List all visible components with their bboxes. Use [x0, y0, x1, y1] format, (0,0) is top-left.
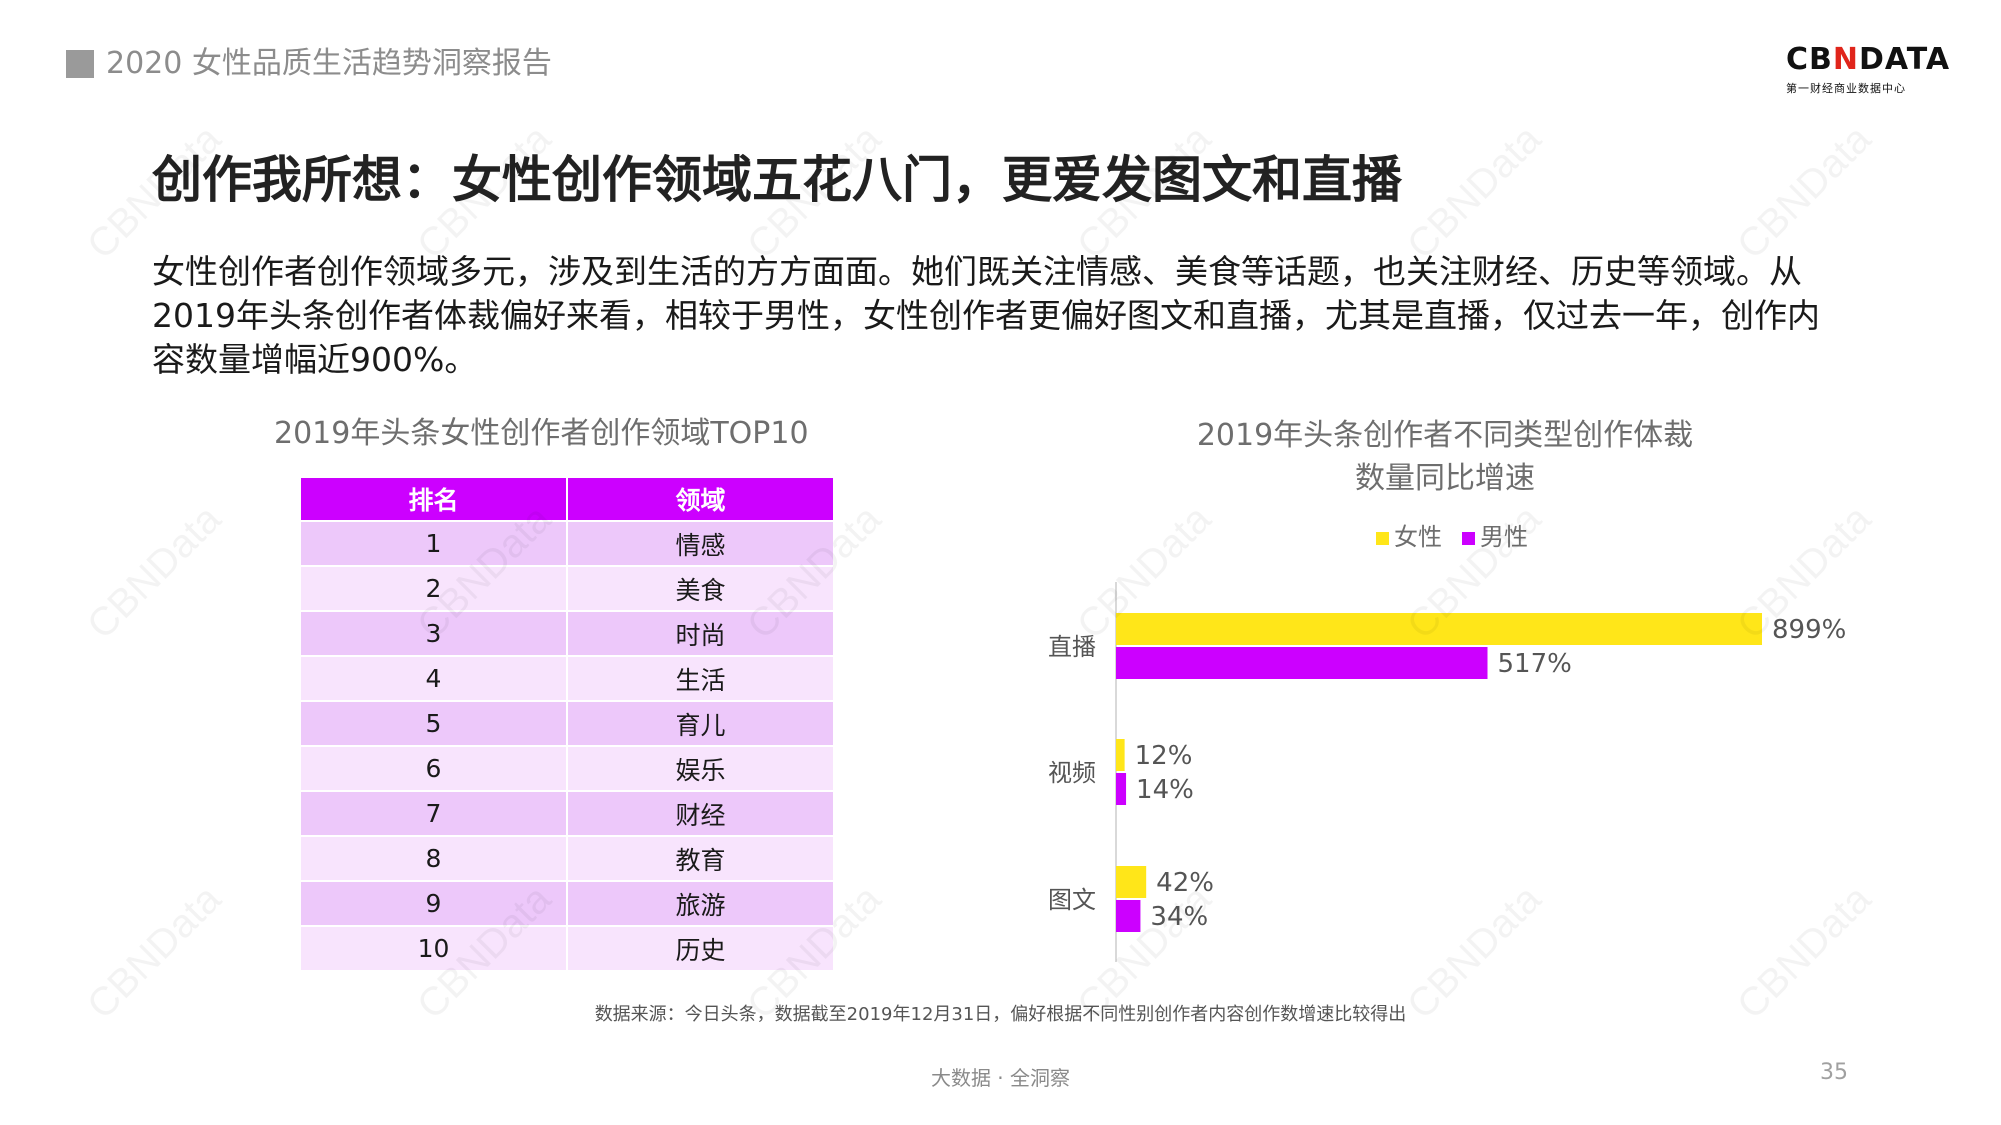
table-row: 7 财经: [299, 790, 835, 837]
cbndata-logo: CBNDATA 第一财经商业数据中心: [1786, 42, 1949, 96]
rank-cell: 10: [299, 925, 568, 972]
rank-cell: 7: [299, 790, 568, 837]
column-header-rank: 排名: [299, 476, 568, 522]
table-row: 2 美食: [299, 565, 835, 612]
table-title: 2019年头条女性创作者创作领域TOP10: [274, 416, 809, 451]
bar-male: [1116, 647, 1488, 679]
footer-tagline: 大数据 · 全洞察: [930, 1066, 1071, 1090]
slide-title: 创作我所想：女性创作领域五花八门，更爱发图文和直播: [152, 151, 1402, 209]
report-title: 2020 女性品质生活趋势洞察报告: [106, 46, 552, 81]
logo-wordmark-x: N: [1832, 42, 1859, 77]
intro-paragraph: 女性创作者创作领域多元，涉及到生活的方方面面。她们既关注情感、美食等话题，也关注…: [152, 252, 1820, 379]
data-label: 12%: [1135, 741, 1193, 771]
field-cell: 财经: [566, 790, 835, 837]
field-cell: 娱乐: [566, 745, 835, 792]
category-label: 直播: [1048, 633, 1096, 661]
rank-cell: 5: [299, 700, 568, 747]
rank-cell: 3: [299, 610, 568, 657]
data-label: 34%: [1150, 902, 1208, 932]
table-row: 6 娱乐: [299, 745, 835, 792]
column-header-field: 领域: [566, 476, 835, 522]
field-cell: 育儿: [566, 700, 835, 747]
category-label: 视频: [1048, 759, 1096, 787]
field-cell: 时尚: [566, 610, 835, 657]
table-row: 4 生活: [299, 655, 835, 702]
logo-wordmark: CBNDATA: [1786, 42, 1949, 77]
legend-label-female: 女性: [1394, 523, 1442, 551]
data-label: 899%: [1772, 615, 1846, 645]
bar-female: [1116, 613, 1762, 645]
rank-cell: 1: [299, 520, 568, 567]
table-row: 5 育儿: [299, 700, 835, 747]
bar-male: [1116, 773, 1127, 805]
table-row: 8 教育: [299, 835, 835, 882]
legend-swatch-female: [1376, 532, 1389, 545]
logo-wordmark-right: DATA: [1859, 42, 1951, 77]
chart-title: 2019年头条创作者不同类型创作体裁 数量同比增速: [1130, 414, 1760, 500]
rank-cell: 4: [299, 655, 568, 702]
legend-label-male: 男性: [1480, 523, 1528, 551]
watermark: CBNData: [1729, 117, 1880, 268]
table-header-row: 排名 领域: [299, 476, 835, 522]
watermark: CBNData: [1399, 117, 1550, 268]
table-row: 9 旅游: [299, 880, 835, 927]
data-label: 517%: [1498, 649, 1572, 679]
bar-female: [1116, 866, 1147, 898]
field-cell: 历史: [566, 925, 835, 972]
rank-cell: 6: [299, 745, 568, 792]
rank-cell: 8: [299, 835, 568, 882]
legend-swatch-male: [1462, 532, 1475, 545]
bar-male: [1116, 900, 1141, 932]
rank-cell: 9: [299, 880, 568, 927]
field-cell: 教育: [566, 835, 835, 882]
field-cell: 美食: [566, 565, 835, 612]
category-label: 图文: [1048, 886, 1096, 914]
chart-title-line2: 数量同比增速: [1355, 461, 1535, 496]
bar-female: [1116, 739, 1125, 771]
logo-wordmark-left: CB: [1786, 42, 1833, 77]
table-row: 1 情感: [299, 520, 835, 567]
table-row: 3 时尚: [299, 610, 835, 657]
logo-subtitle: 第一财经商业数据中心: [1786, 82, 1906, 95]
field-cell: 情感: [566, 520, 835, 567]
page-number: 35: [1820, 1060, 1848, 1085]
field-cell: 旅游: [566, 880, 835, 927]
data-label: 14%: [1136, 775, 1194, 805]
header-square-icon: [66, 50, 94, 78]
chart-title-line1: 2019年头条创作者不同类型创作体裁: [1196, 418, 1694, 453]
field-cell: 生活: [566, 655, 835, 702]
data-source-note: 数据来源：今日头条，数据截至2019年12月31日，偏好根据不同性别创作者内容创…: [594, 1004, 1407, 1025]
watermark: CBNData: [79, 497, 230, 648]
data-label: 42%: [1156, 868, 1214, 898]
rank-cell: 2: [299, 565, 568, 612]
table-row: 10 历史: [299, 925, 835, 972]
